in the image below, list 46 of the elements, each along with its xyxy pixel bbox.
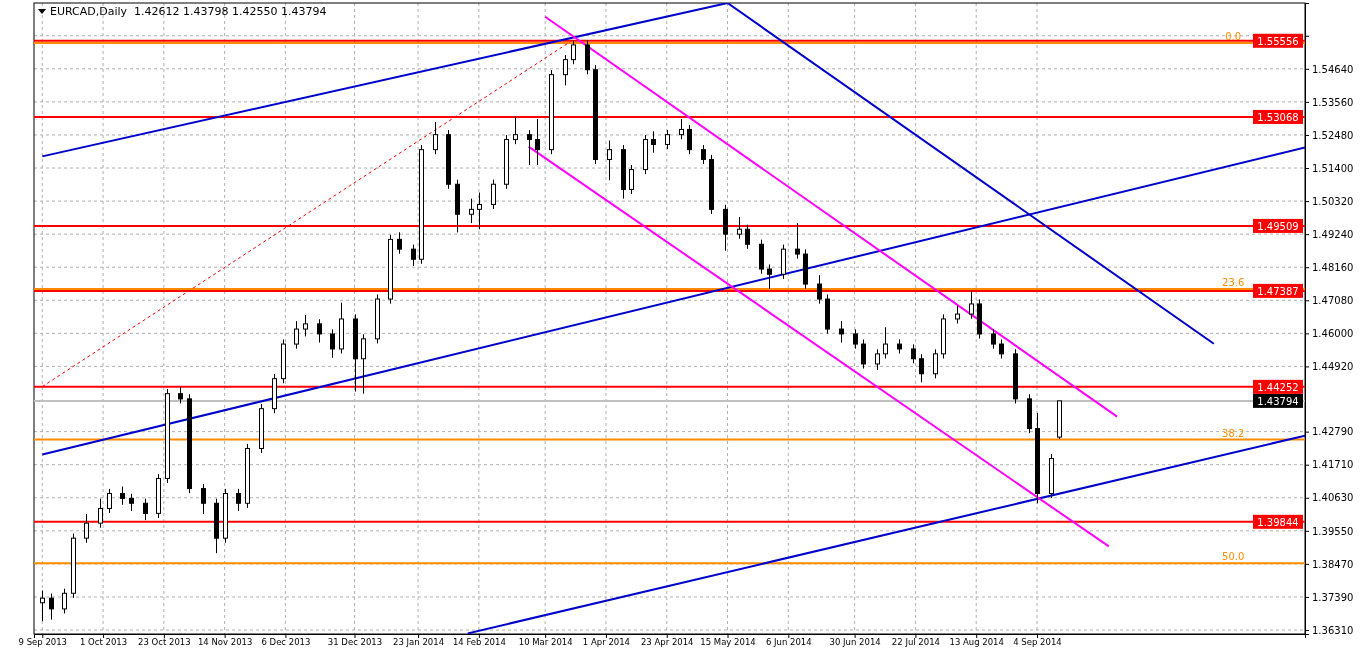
- ref-line-label: 1.47387: [1257, 285, 1299, 297]
- ref-line-label: 1.39844: [1257, 516, 1299, 528]
- x-tick-label: 10 Mar 2014: [518, 637, 573, 648]
- y-tick-label: 1.37390: [1312, 591, 1354, 603]
- annotation: 23.6: [1222, 276, 1245, 288]
- y-tick-label: 1.44920: [1312, 361, 1354, 373]
- x-tick-label: 23 Oct 2013: [138, 637, 191, 648]
- y-tick-label: 1.36310: [1312, 624, 1354, 636]
- y-tick-label: 1.51400: [1312, 162, 1354, 174]
- x-tick-label: 15 May 2014: [700, 637, 756, 648]
- ref-line-label: 1.53068: [1257, 111, 1299, 123]
- ref-line-label: 1.43794: [1257, 395, 1299, 407]
- chart-title: EURCAD,Daily 1.42612 1.43798 1.42550 1.43794: [50, 5, 327, 18]
- y-tick-label: 1.53560: [1312, 96, 1354, 108]
- y-tick-label: 1.41710: [1312, 459, 1354, 471]
- y-tick-label: 1.52480: [1312, 129, 1354, 141]
- ref-line-label: 1.49509: [1257, 220, 1299, 232]
- ref-line-label: 1.44252: [1257, 381, 1299, 393]
- y-tick-label: 1.47080: [1312, 294, 1354, 306]
- x-tick-label: 9 Sep 2013: [18, 637, 68, 648]
- y-tick-label: 1.46000: [1312, 328, 1354, 340]
- x-tick-label: 23 Apr 2014: [640, 637, 694, 648]
- y-tick-label: 1.54640: [1312, 63, 1354, 75]
- x-tick-label: 14 Nov 2013: [197, 637, 253, 648]
- y-tick-label: 1.50320: [1312, 195, 1354, 207]
- y-tick-label: 1.48160: [1312, 261, 1354, 273]
- x-tick-label: 31 Dec 2013: [327, 637, 383, 648]
- x-tick-label: 1 Apr 2014: [582, 637, 631, 648]
- annotation: 38.2: [1222, 427, 1245, 439]
- x-tick-label: 14 Feb 2014: [452, 637, 506, 648]
- y-tick-label: 1.40630: [1312, 492, 1354, 504]
- y-tick-label: 1.49240: [1312, 228, 1354, 240]
- y-tick-label: 1.42790: [1312, 426, 1354, 438]
- y-tick-label: 1.39550: [1312, 525, 1354, 537]
- x-tick-label: 22 Jul 2014: [891, 637, 940, 648]
- x-tick-label: 1 Oct 2013: [80, 637, 128, 648]
- x-tick-label: 4 Sep 2014: [1013, 637, 1062, 648]
- ref-line-label: 1.55556: [1257, 35, 1299, 47]
- x-tick-label: 23 Jan 2014: [393, 637, 445, 648]
- x-tick-label: 6 Jun 2014: [765, 637, 812, 648]
- x-tick-label: 6 Dec 2013: [261, 637, 311, 648]
- annotation: 0.0: [1225, 31, 1242, 43]
- y-tick-label: 1.38470: [1312, 558, 1354, 570]
- x-tick-label: 13 Aug 2014: [949, 637, 1004, 648]
- x-tick-label: 30 Jun 2014: [829, 637, 881, 648]
- annotation: 50.0: [1222, 551, 1245, 563]
